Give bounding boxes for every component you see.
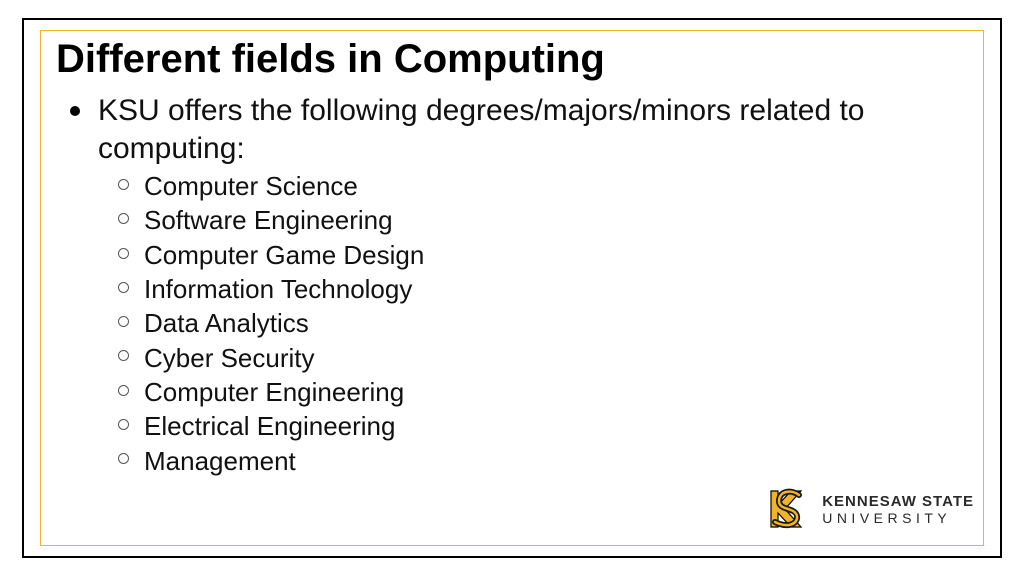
list-item: Computer Game Design bbox=[144, 238, 968, 272]
sub-bullet-list: Computer Science Software Engineering Co… bbox=[98, 169, 968, 478]
ks-monogram-icon bbox=[762, 484, 812, 534]
logo-line1: KENNESAW STATE bbox=[822, 494, 974, 509]
list-item: Electrical Engineering bbox=[144, 409, 968, 443]
slide-content: Different fields in Computing KSU offers… bbox=[56, 36, 968, 540]
list-item: Management bbox=[144, 444, 968, 478]
list-item: Software Engineering bbox=[144, 203, 968, 237]
slide: Different fields in Computing KSU offers… bbox=[0, 0, 1024, 576]
slide-title: Different fields in Computing bbox=[56, 36, 968, 82]
list-item: Computer Engineering bbox=[144, 375, 968, 409]
list-item: Data Analytics bbox=[144, 306, 968, 340]
university-logo: KENNESAW STATE UNIVERSITY bbox=[762, 484, 974, 534]
bullet-list: KSU offers the following degrees/majors/… bbox=[56, 92, 968, 478]
list-item: Computer Science bbox=[144, 169, 968, 203]
list-item: Cyber Security bbox=[144, 341, 968, 375]
logo-line2: UNIVERSITY bbox=[822, 511, 974, 525]
bullet-intro-text: KSU offers the following degrees/majors/… bbox=[98, 94, 864, 165]
logo-text: KENNESAW STATE UNIVERSITY bbox=[822, 494, 974, 525]
bullet-intro: KSU offers the following degrees/majors/… bbox=[98, 92, 968, 478]
list-item: Information Technology bbox=[144, 272, 968, 306]
